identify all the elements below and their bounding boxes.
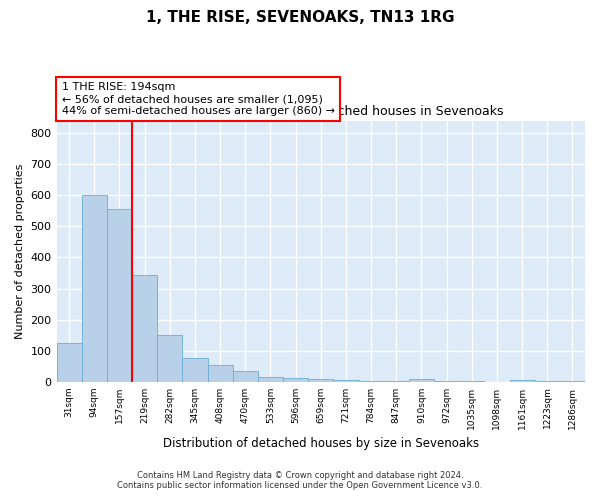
X-axis label: Distribution of detached houses by size in Sevenoaks: Distribution of detached houses by size … [163,437,479,450]
Bar [182,358,208,382]
Bar [157,335,182,382]
Title: Size of property relative to detached houses in Sevenoaks: Size of property relative to detached ho… [138,106,503,118]
Bar [233,372,258,382]
Bar [509,380,535,382]
Y-axis label: Number of detached properties: Number of detached properties [15,164,25,339]
Bar [409,379,434,382]
Text: Contains HM Land Registry data © Crown copyright and database right 2024.
Contai: Contains HM Land Registry data © Crown c… [118,470,482,490]
Bar [283,378,308,382]
Bar [132,274,157,382]
Bar [383,381,409,382]
Text: 1 THE RISE: 194sqm
← 56% of detached houses are smaller (1,095)
44% of semi-deta: 1 THE RISE: 194sqm ← 56% of detached hou… [62,82,335,116]
Bar [258,377,283,382]
Bar [82,196,107,382]
Bar [56,343,82,382]
Bar [434,381,459,382]
Bar [107,210,132,382]
Bar [359,380,383,382]
Bar [308,379,334,382]
Bar [208,364,233,382]
Bar [334,380,359,382]
Text: 1, THE RISE, SEVENOAKS, TN13 1RG: 1, THE RISE, SEVENOAKS, TN13 1RG [146,10,454,25]
